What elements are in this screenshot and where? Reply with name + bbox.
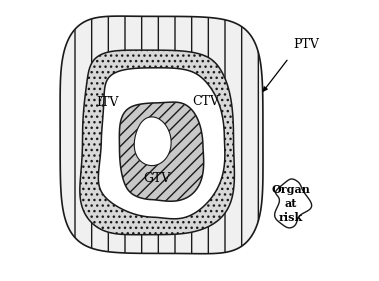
Polygon shape <box>275 179 312 228</box>
Text: ITV: ITV <box>96 96 118 109</box>
Polygon shape <box>99 68 225 219</box>
Text: PTV: PTV <box>293 38 319 51</box>
Polygon shape <box>134 117 171 166</box>
Polygon shape <box>80 50 234 235</box>
Text: CTV: CTV <box>192 95 219 108</box>
Text: Organ
at
risk: Organ at risk <box>271 184 310 223</box>
Text: GTV: GTV <box>144 172 171 185</box>
Polygon shape <box>60 16 263 254</box>
Polygon shape <box>119 102 204 201</box>
